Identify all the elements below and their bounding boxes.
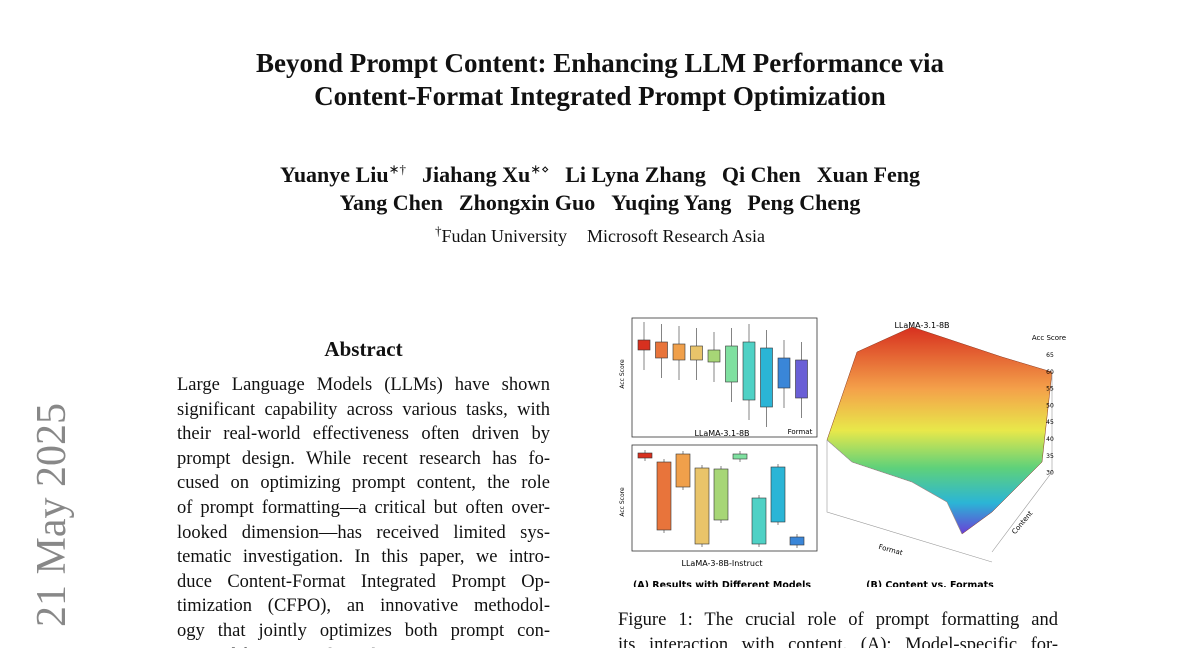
affiliation: †Fudan University: [435, 223, 568, 246]
figure-label: LLaMA-3.1-8B: [694, 429, 749, 438]
author: Li Lyna Zhang: [565, 162, 706, 187]
box: [707, 349, 721, 363]
figure-label: 40: [1046, 436, 1054, 443]
abstract-line: of prompt formatting—a critical but ofte…: [177, 498, 550, 518]
figure-label: 65: [1046, 352, 1054, 359]
box: [751, 497, 767, 545]
figure-label: LLaMA-3-8B-Instruct: [682, 559, 763, 568]
abstract-line: cused on optimizing prompt content, the …: [177, 473, 550, 494]
abstract-line: prompt design. While recent research has…: [177, 448, 550, 469]
author: Zhongxin Guo: [459, 190, 595, 215]
author-name: Qi Chen: [721, 162, 801, 188]
author: Yuanye Liu∗†: [280, 162, 406, 187]
abstract-line: Large Language Models (LLMs) have shown: [177, 375, 550, 395]
surface: [826, 326, 1053, 535]
title-line: Beyond Prompt Content: Enhancing LLM Per…: [256, 48, 944, 78]
abstract-line: timization (CFPO), an innovative methodo…: [177, 596, 550, 617]
plot-frame: [631, 317, 818, 438]
box: [656, 461, 672, 531]
axes-3d: [826, 372, 1053, 563]
figure-label: 50: [1046, 402, 1054, 409]
date-stamp: 21 May 2025: [29, 403, 75, 627]
figure-label: Format: [878, 543, 904, 557]
abstract-line: looked dimension—has received limited sy…: [177, 522, 550, 543]
affiliation-name: Microsoft Research Asia: [587, 226, 765, 246]
box: [760, 347, 773, 408]
figure-label: 55: [1046, 386, 1054, 393]
author: Xuan Feng: [817, 162, 920, 187]
box: [675, 453, 691, 488]
figure-label: (A) Results with Different Models: [633, 580, 811, 587]
box: [732, 453, 748, 460]
author-name: Li Lyna Zhang: [565, 162, 706, 188]
box: [672, 343, 686, 361]
figure: LLaMA-3.1-8B LLaMA-3-8B-Instruct Acc Score…: [619, 317, 1066, 587]
affiliation-name: Fudan University: [441, 226, 568, 246]
abstract-line: tematic investigation. In this paper, we…: [177, 547, 550, 568]
author: Jiahang Xu∗⋄: [422, 162, 549, 187]
author: Yuqing Yang: [611, 190, 731, 215]
author-line: Yang Chen Zhongxin Guo Yuqing Yang Peng Che…: [0, 190, 1200, 216]
author: Yang Chen: [340, 190, 443, 215]
box: [655, 341, 668, 359]
caption-line: Figure 1: The crucial role of prompt for…: [618, 610, 1058, 630]
figure-label: 60: [1046, 369, 1054, 376]
box: [795, 359, 808, 399]
box: [690, 345, 703, 361]
abstract-line: duce Content-Format Integrated Prompt Op…: [177, 571, 550, 592]
author-name: Jiahang Xu: [421, 162, 531, 188]
abstract-line: tent and formatting through an iterative: [177, 646, 550, 648]
author-name: Zhongxin Guo: [458, 190, 596, 215]
figure-label: 30: [1046, 470, 1054, 477]
box: [742, 341, 756, 401]
box: [770, 466, 786, 523]
affiliation-mark: †: [435, 223, 442, 238]
box: [713, 468, 729, 521]
affiliation: Microsoft Research Asia: [587, 226, 765, 246]
box: [789, 536, 805, 546]
plot-frame: [631, 444, 818, 552]
author-name: Yuanye Liu: [279, 162, 389, 188]
author: Peng Cheng: [747, 190, 860, 215]
box: [777, 357, 791, 389]
figure-label: 45: [1046, 419, 1054, 426]
title-line: Content-Format Integrated Prompt Optimiz…: [314, 81, 886, 111]
author-name: Xuan Feng: [816, 162, 921, 188]
affiliations: †Fudan University Microsoft Research Asia: [0, 223, 1200, 247]
figure-label: Format: [788, 428, 813, 436]
abstract-line: ogy that jointly optimizes both prompt c…: [177, 621, 550, 641]
caption-line: its interaction with content. (A): Model…: [618, 634, 1058, 648]
box: [637, 452, 653, 459]
figure-label: 35: [1046, 453, 1054, 460]
figure-label: Acc Score: [1032, 334, 1066, 342]
figure-label: Acc Score: [619, 487, 626, 517]
author-name: Yuqing Yang: [611, 190, 732, 215]
figure-label: LLaMA-3.1-8B: [894, 321, 949, 330]
abstract-heading: Abstract: [324, 337, 403, 361]
box: [725, 345, 738, 383]
abstract-line: their real-world effectiveness often dri…: [177, 424, 550, 445]
author: Qi Chen: [722, 162, 801, 187]
figure-label: (B) Content vs. Formats: [866, 580, 994, 587]
author-mark: ∗†: [388, 162, 406, 177]
figure-label: Acc Score: [619, 359, 626, 389]
abstract-line: significant capability across various ta…: [177, 399, 550, 420]
author-mark: ∗⋄: [530, 162, 550, 177]
box: [637, 339, 651, 351]
author-name: Peng Cheng: [747, 190, 861, 215]
box: [694, 467, 710, 545]
author-name: Yang Chen: [339, 190, 443, 215]
author-line: Yuanye Liu∗† Jiahang Xu∗⋄ Li Lyna Zhang Qi …: [0, 162, 1200, 188]
